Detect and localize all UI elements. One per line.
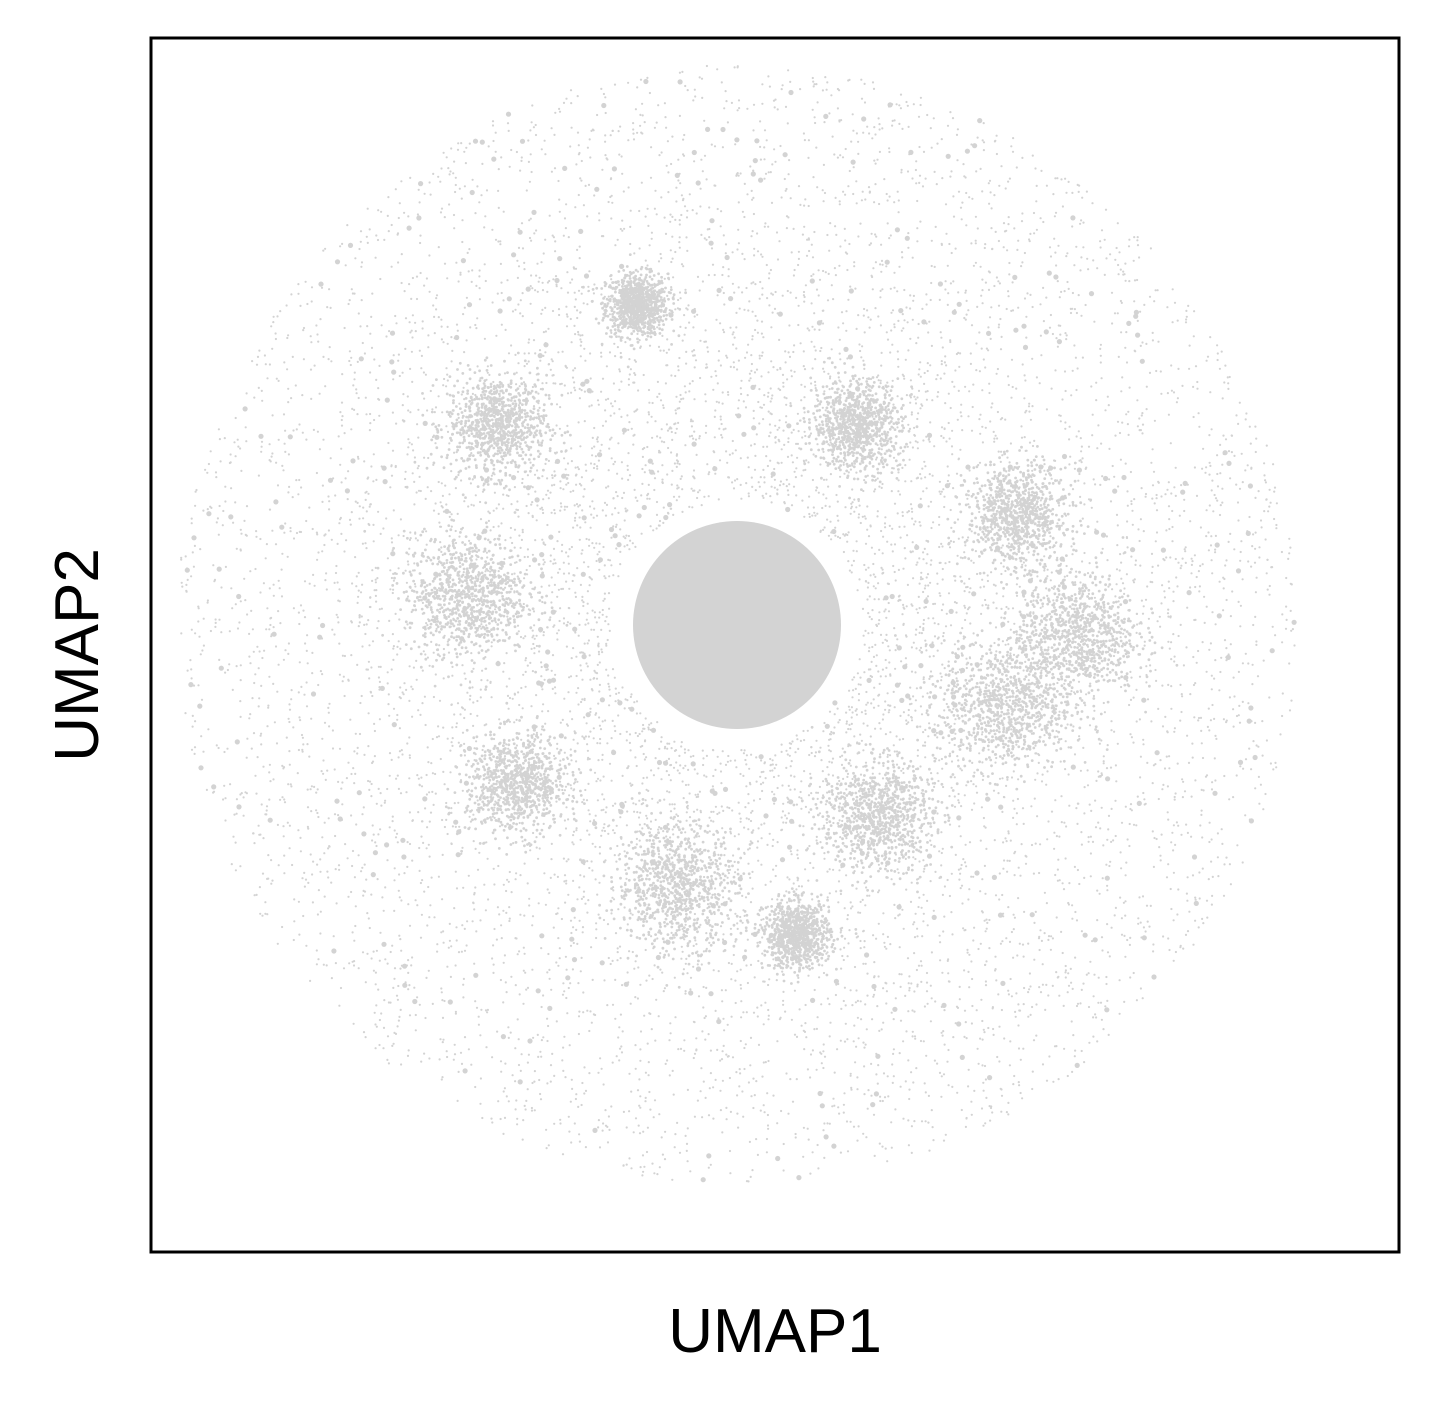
peripheral-cluster xyxy=(894,621,1109,796)
peripheral-cluster xyxy=(598,791,754,989)
peripheral-cluster xyxy=(946,445,1125,592)
y-axis-label: UMAP2 xyxy=(43,548,112,762)
diffuse-halo-points xyxy=(180,64,1297,1183)
scatter-points xyxy=(180,64,1297,1183)
central-cluster xyxy=(633,521,841,729)
peripheral-cluster xyxy=(744,879,858,985)
peripheral-cluster xyxy=(792,695,970,894)
plot-frame xyxy=(149,36,1401,1254)
x-axis-label: UMAP1 xyxy=(668,1297,882,1366)
peripheral-cluster xyxy=(789,356,919,501)
peripheral-cluster xyxy=(582,253,687,369)
